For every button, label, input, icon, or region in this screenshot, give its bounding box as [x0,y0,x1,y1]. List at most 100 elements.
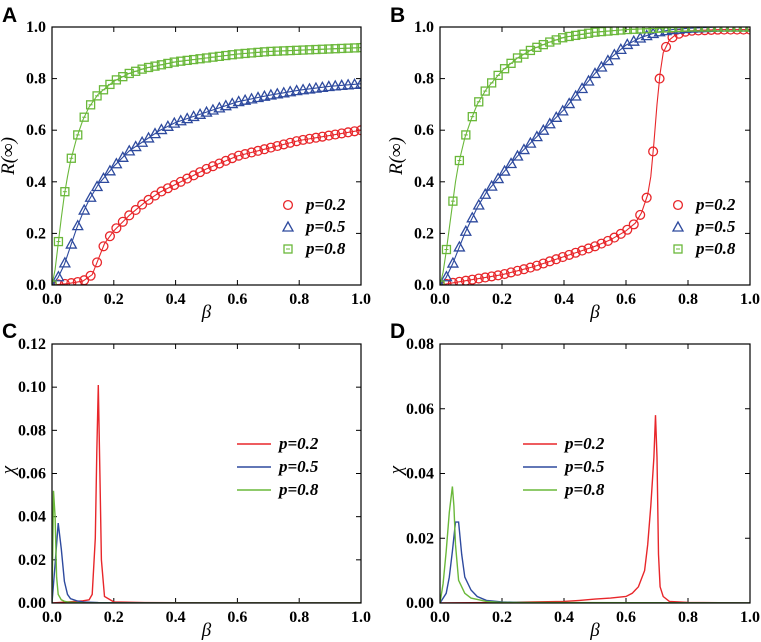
series-line-p=0.8 [440,486,750,603]
x-tick-label: 0.4 [166,291,186,308]
plot-frame [439,343,751,604]
data-point-circle [156,186,167,197]
data-point-square [246,48,257,58]
data-point-square [622,27,632,35]
legend-entry: p=0.5 [304,217,346,236]
data-point-triangle [264,88,277,100]
data-point-circle [512,265,523,276]
data-point-square [706,27,716,32]
data-point-triangle [517,143,531,155]
data-point-circle [272,140,283,152]
data-point-circle [672,199,684,211]
y-tick-label: 0.8 [26,71,46,88]
panel-label: D [390,320,405,343]
data-point-circle [505,267,517,278]
data-point-square [253,47,263,58]
panel-label: A [2,4,17,27]
data-point-triangle [116,150,129,162]
data-point-circle [467,274,478,285]
x-tick-label: 0.6 [616,609,636,626]
data-point-square [673,244,683,254]
data-point-square [73,130,83,140]
y-tick-label: 0.00 [18,595,46,612]
data-point-square [143,62,154,73]
legend-entry: p=0.2 [277,434,319,453]
x-tick-label: 1.0 [740,609,760,626]
data-point-circle [551,254,562,265]
legend-entry: p=0.8 [304,239,346,258]
data-point-circle [355,125,361,136]
data-point-square [725,27,736,32]
y-tick-label: 0.10 [18,379,46,396]
y-tick-label: 0.06 [18,466,46,483]
legend: p=0.2 p=0.5 p=0.8 [281,195,346,258]
series-group [440,415,750,603]
data-point-square [738,27,749,32]
series-line-p=0.8 [52,490,361,603]
y-tick-label: 0.4 [26,174,46,191]
data-point-triangle [550,110,563,122]
x-tick-label: 0.6 [616,291,636,308]
data-point-square [564,31,574,42]
x-tick-label: 0.8 [289,291,309,308]
data-point-square [324,44,334,54]
data-point-circle [188,170,199,181]
series-group [52,42,361,285]
data-point-circle [577,245,588,256]
data-point-square [506,58,516,68]
y-tick-label: 0.02 [406,530,434,547]
legend-entry: p=0.2 [563,434,605,453]
data-point-circle [493,270,504,281]
data-point-circle [622,224,633,235]
data-point-triangle [277,86,290,98]
data-point-square [551,35,561,45]
data-point-circle [278,139,289,150]
x-tick-label: 0.4 [554,609,574,626]
data-point-square [53,236,64,247]
data-point-square [137,64,147,74]
y-tick-label: 0.2 [26,225,46,242]
data-point-square [266,46,276,57]
series-group [440,27,750,285]
data-point-circle [564,249,575,260]
data-point-triangle [459,224,472,236]
legend-entry: p=0.5 [277,457,319,476]
data-point-circle [59,278,70,285]
data-point-square [693,27,703,32]
data-point-circle [538,258,549,269]
data-point-square [349,43,360,53]
data-point-triangle [582,74,595,86]
data-point-circle [518,264,530,275]
data-point-square [311,44,321,55]
x-tick-label: 0.8 [289,609,309,626]
data-point-triangle [524,136,537,148]
data-point-circle [227,153,238,164]
data-point-circle [648,146,659,157]
y-tick-label: 0.08 [406,336,434,353]
data-point-circle [544,256,555,267]
y-tick-label: 0.02 [18,552,46,569]
data-point-circle [117,216,128,227]
data-point-triangle [595,60,608,72]
data-point-circle [169,179,180,191]
data-point-square [596,27,607,37]
data-point-circle [246,147,257,158]
data-point-triangle [440,270,453,282]
data-point-circle [66,278,77,285]
x-tick-label: 0.2 [492,291,512,308]
panel-B: B 0.0 0.2 0.4 0.6 0.8 1.0 0.0 0.2 0.4 0.6 0.8 1.0 β R(… [386,4,760,323]
data-point-square [583,28,594,38]
data-point-circle [124,210,135,221]
y-tick-label: 0.04 [18,509,46,526]
data-point-circle [259,144,270,155]
y-tick-label: 0.00 [406,595,434,612]
data-point-square [272,46,282,56]
x-tick-label: 0.4 [166,609,186,626]
data-point-triangle [588,67,602,79]
data-point-square [577,29,587,39]
data-point-square [687,27,697,32]
data-point-square [545,37,555,47]
data-point-square [283,244,293,254]
y-tick-label: 0.4 [414,174,434,191]
